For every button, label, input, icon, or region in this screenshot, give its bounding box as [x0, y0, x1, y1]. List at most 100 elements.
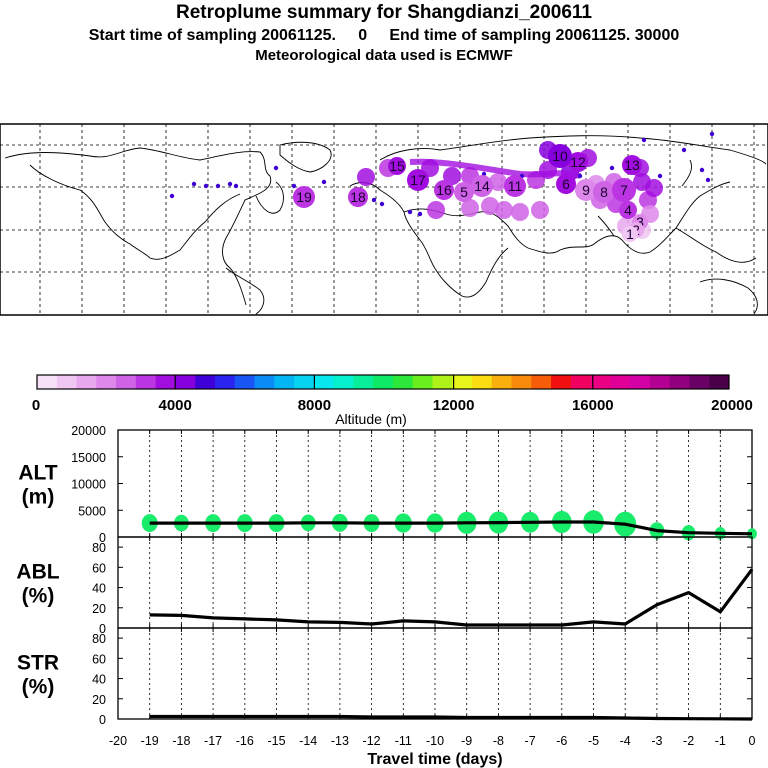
x-tick-label: -20: [109, 734, 127, 748]
plume-cluster-label: 15: [389, 158, 405, 174]
plume-cluster-label: 16: [436, 182, 452, 198]
plume-cluster-label: 6: [562, 176, 570, 192]
alt-series-line: [149, 520, 753, 536]
colorbar-cell-30: [630, 375, 651, 389]
plume-cluster-blob: [454, 182, 474, 202]
colorbar-cell-12: [274, 375, 295, 389]
plume-cluster-label: 17: [410, 172, 426, 188]
coastline-japan: [681, 159, 693, 187]
colorbar-cell-3: [96, 375, 117, 389]
x-tick-label: -10: [426, 734, 444, 748]
colorbar-tick-label: 12000: [433, 397, 475, 414]
plume-cluster-label: 13: [624, 157, 640, 173]
plume-dot-16: [417, 211, 423, 217]
colorbar-cell-17: [373, 375, 394, 389]
plume-cluster-label: 14: [474, 178, 490, 194]
x-tick-label: -6: [556, 734, 567, 748]
plume-dot-14: [321, 179, 327, 185]
plume-dot-21: [371, 197, 377, 203]
plume-dot-8: [203, 183, 209, 189]
colorbar-cell-27: [570, 375, 592, 389]
plume-dot-0: [709, 131, 715, 137]
abl-series-line: [149, 568, 754, 627]
plume-dot-22: [379, 201, 385, 207]
coastline-south-asia: [527, 181, 731, 254]
x-tick-label: -16: [236, 734, 254, 748]
x-tick-label: -17: [204, 734, 222, 748]
x-tick-label: -11: [395, 734, 412, 748]
colorbar-cell-29: [610, 375, 631, 389]
plume-cluster-blob: [407, 169, 429, 191]
plume-dot-12: [273, 165, 279, 171]
panel-abl: 0 20 40 60 80 ABL(%): [16, 536, 754, 636]
plume-cluster-blob: [348, 187, 368, 207]
plume-haze-blob-27: [645, 179, 663, 197]
plume-dot-17: [657, 173, 663, 179]
plume-haze-blob-3: [443, 167, 461, 185]
plume-cluster-9: 9: [575, 179, 597, 201]
colorbar-cell-6: [155, 375, 176, 389]
coastline-india: [597, 215, 615, 237]
colorbar-cells: [36, 374, 730, 390]
plume-cluster-label: 11: [508, 178, 523, 194]
colorbar-cell-21: [452, 375, 473, 389]
x-tick-label: -5: [588, 734, 599, 748]
timeseries-panels: 05000100001500020000ALT(m)020406080ABL(%…: [16, 424, 757, 768]
colorbar-cell-31: [649, 375, 671, 389]
x-tick-label: -9: [461, 734, 472, 748]
colorbar-cell-28: [590, 375, 611, 389]
plume-dot-18: [681, 147, 687, 153]
plume-cluster-blob: [388, 157, 406, 175]
plume-cluster-label: 5: [460, 184, 468, 200]
plume-cluster-4: 4: [619, 201, 637, 219]
plume-cluster-label: 3: [636, 214, 644, 230]
colorbar-cell-13: [294, 375, 315, 389]
plume-dot-6: [233, 183, 239, 189]
x-tick-label: -1: [715, 734, 726, 748]
x-tick-label: -14: [299, 734, 317, 748]
plume-cluster-blob: [622, 226, 638, 242]
plume-cluster-15: 15: [388, 157, 406, 175]
plume-cluster-label: 4: [624, 202, 632, 218]
plume-cluster-blob: [593, 181, 615, 203]
colorbar-cell-11: [254, 375, 275, 389]
x-tick-label: -15: [267, 734, 285, 748]
coastline-central-america: [225, 267, 265, 315]
plume-cluster-label: 7: [620, 182, 628, 198]
plume-dot-20: [705, 177, 711, 183]
plume-track: [409, 158, 581, 179]
plume-cluster-19: 19: [293, 186, 315, 208]
colorbar-cell-18: [392, 375, 414, 389]
plume-cluster-blob: [575, 179, 597, 201]
panel-alt: 0 5000 10000 15000 20000 ALT(m): [18, 424, 757, 545]
coastline-na-west: [29, 164, 241, 260]
y-tick-label: 60: [92, 652, 106, 666]
plume-cluster-14: 14: [471, 175, 493, 197]
colorbar-axis-label: Altitude (m): [335, 411, 407, 427]
y-tick-label: 0: [99, 531, 106, 545]
y-axis-label: (%): [22, 676, 55, 699]
y-tick-label: 40: [92, 582, 106, 596]
retroplume-map: 19181716151413121110987654321: [0, 123, 768, 316]
colorbar-tick-label: 16000: [572, 397, 614, 414]
y-tick-label: 20000: [71, 424, 106, 438]
colorbar-cell-25: [531, 375, 552, 389]
plume-dot-9: [191, 181, 197, 187]
sampling-time-subtitle: Start time of sampling 20061125. 0 End t…: [88, 27, 680, 44]
y-tick-label: 80: [92, 541, 106, 555]
y-axis-label: ABL: [16, 561, 59, 584]
plume-cluster-label: 12: [570, 154, 586, 170]
colorbar-cell-0: [37, 375, 58, 389]
plume-cluster-6: 6: [556, 174, 576, 194]
plume-cluster-16: 16: [434, 180, 454, 200]
y-tick-label: 10000: [71, 478, 106, 492]
y-axis-label: (%): [22, 585, 55, 608]
map-gridlines: [0, 124, 768, 315]
plume-cluster-18: 18: [348, 187, 368, 207]
plume-cluster-label: 1: [626, 226, 634, 242]
x-axis-label: Travel time (days): [367, 751, 502, 768]
x-tick-label: -12: [363, 734, 381, 748]
plume-cluster-label: 10: [552, 148, 568, 164]
